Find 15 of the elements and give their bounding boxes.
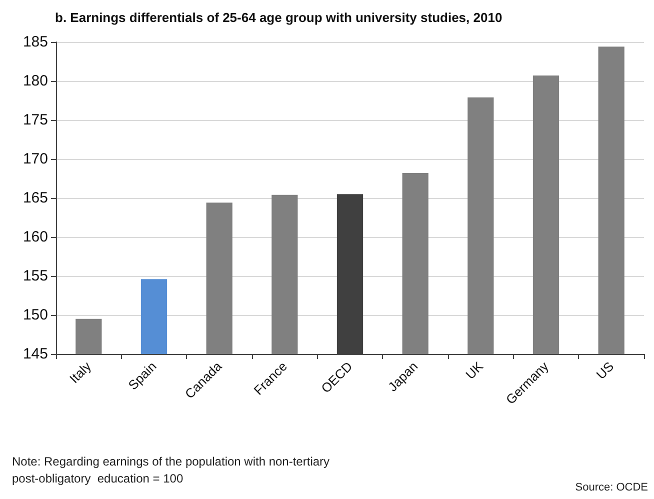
y-tick-label: 145 (22, 346, 48, 362)
y-tick-label: 175 (22, 112, 48, 128)
y-tick-label: 160 (22, 228, 48, 246)
y-tick-label: 180 (22, 72, 48, 90)
x-tick-label: Italy (66, 358, 94, 386)
y-tick-label: 150 (22, 306, 48, 324)
y-tick-label: 155 (22, 268, 48, 284)
text: Note: Regarding earnings of the population with non-tertiary post-obligatory education = 100 (12, 454, 330, 486)
y-tick-label: 185 (22, 34, 48, 50)
y-tick-label: 165 (22, 190, 48, 206)
x-tick-label: US (593, 358, 617, 382)
y-tick-label: 170 (22, 150, 48, 168)
x-tick-label: UK (462, 358, 486, 382)
chart-title: b. Earnings differentials of 25-64 age group with university studies, 2010 (55, 10, 502, 25)
source-note: Source: OCDE (575, 482, 648, 494)
